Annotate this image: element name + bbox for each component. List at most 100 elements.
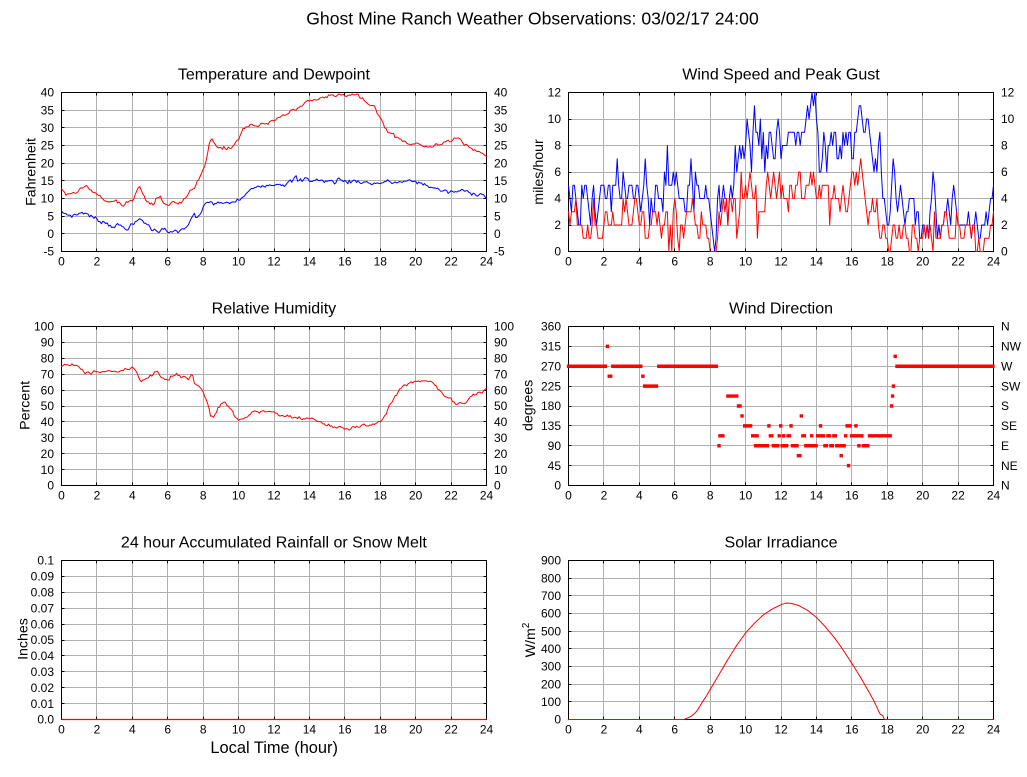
svg-text:14: 14 [810,255,824,269]
svg-text:6: 6 [164,723,171,737]
svg-text:2: 2 [601,723,608,737]
svg-text:0.08: 0.08 [31,586,55,600]
svg-text:270: 270 [541,359,561,373]
svg-text:2: 2 [1001,218,1008,232]
svg-text:16: 16 [338,723,352,737]
svg-text:0.02: 0.02 [31,681,55,695]
svg-text:800: 800 [541,571,561,585]
svg-text:10: 10 [739,255,753,269]
svg-text:4: 4 [129,489,136,503]
svg-text:35: 35 [41,103,55,117]
svg-text:30: 30 [41,431,55,445]
svg-text:22: 22 [444,489,458,503]
svg-text:0.07: 0.07 [31,601,55,615]
svg-text:0: 0 [494,479,501,493]
svg-text:miles/hour: miles/hour [531,139,547,205]
svg-text:0.01: 0.01 [31,697,55,711]
svg-text:24: 24 [987,255,1001,269]
svg-text:18: 18 [374,489,388,503]
svg-text:700: 700 [541,589,561,603]
svg-text:0: 0 [554,245,561,259]
svg-text:12: 12 [267,489,281,503]
svg-text:100: 100 [34,320,54,334]
svg-text:22: 22 [444,255,458,269]
svg-text:0: 0 [554,713,561,727]
svg-text:12: 12 [267,723,281,737]
svg-text:30: 30 [41,121,55,135]
svg-text:500: 500 [541,624,561,638]
svg-text:24: 24 [987,489,1001,503]
svg-text:12: 12 [1001,86,1015,100]
svg-text:18: 18 [881,489,895,503]
svg-text:NW: NW [1001,340,1022,354]
svg-text:24: 24 [480,255,494,269]
svg-text:22: 22 [951,723,965,737]
svg-text:300: 300 [541,660,561,674]
svg-text:NE: NE [1001,459,1018,473]
svg-text:0.05: 0.05 [31,633,55,647]
svg-text:10: 10 [232,489,246,503]
svg-text:30: 30 [494,121,508,135]
svg-text:5: 5 [47,209,54,223]
svg-text:Fahrenheit: Fahrenheit [23,138,39,206]
svg-text:400: 400 [541,642,561,656]
svg-text:4: 4 [554,192,561,206]
svg-text:2: 2 [94,489,101,503]
svg-text:16: 16 [338,255,352,269]
svg-text:0: 0 [565,723,572,737]
svg-text:14: 14 [303,489,317,503]
svg-text:6: 6 [671,723,678,737]
svg-text:10: 10 [41,463,55,477]
svg-text:0.0: 0.0 [37,713,54,727]
svg-text:14: 14 [810,723,824,737]
svg-text:E: E [1001,439,1009,453]
svg-text:Percent: Percent [18,381,34,430]
svg-text:10: 10 [739,489,753,503]
svg-text:24: 24 [480,723,494,737]
svg-text:0.03: 0.03 [31,665,55,679]
svg-text:24: 24 [987,723,1001,737]
svg-text:SE: SE [1001,419,1017,433]
svg-text:4: 4 [636,255,643,269]
svg-text:W/m2: W/m2 [521,622,539,657]
svg-text:4: 4 [1001,192,1008,206]
svg-text:S: S [1001,399,1009,413]
svg-text:Wind Direction: Wind Direction [729,301,833,318]
svg-text:0: 0 [58,255,65,269]
svg-text:18: 18 [374,723,388,737]
svg-text:18: 18 [881,255,895,269]
svg-text:0: 0 [565,489,572,503]
svg-text:Relative Humidity: Relative Humidity [212,301,336,318]
svg-text:10: 10 [1001,112,1015,126]
svg-text:360: 360 [541,320,561,334]
svg-text:Temperature and Dewpoint: Temperature and Dewpoint [178,67,371,84]
svg-text:40: 40 [494,415,508,429]
svg-text:40: 40 [494,86,508,100]
svg-text:12: 12 [267,255,281,269]
svg-text:2: 2 [601,489,608,503]
svg-text:16: 16 [845,723,859,737]
svg-text:22: 22 [951,255,965,269]
svg-text:0: 0 [47,479,54,493]
svg-text:2: 2 [554,218,561,232]
svg-text:40: 40 [41,86,55,100]
svg-text:8: 8 [707,723,714,737]
svg-text:12: 12 [774,255,788,269]
svg-text:6: 6 [164,255,171,269]
svg-text:16: 16 [845,255,859,269]
svg-text:135: 135 [541,419,561,433]
svg-text:8: 8 [200,489,207,503]
svg-text:60: 60 [494,383,508,397]
svg-text:600: 600 [541,607,561,621]
svg-text:25: 25 [41,139,55,153]
svg-text:900: 900 [541,554,561,568]
svg-text:4: 4 [129,723,136,737]
svg-text:Inches: Inches [16,618,32,660]
svg-text:2: 2 [601,255,608,269]
svg-text:12: 12 [774,723,788,737]
svg-text:-5: -5 [43,245,54,259]
svg-text:90: 90 [548,439,562,453]
svg-text:22: 22 [951,489,965,503]
svg-text:0.09: 0.09 [31,570,55,584]
svg-text:12: 12 [548,86,562,100]
